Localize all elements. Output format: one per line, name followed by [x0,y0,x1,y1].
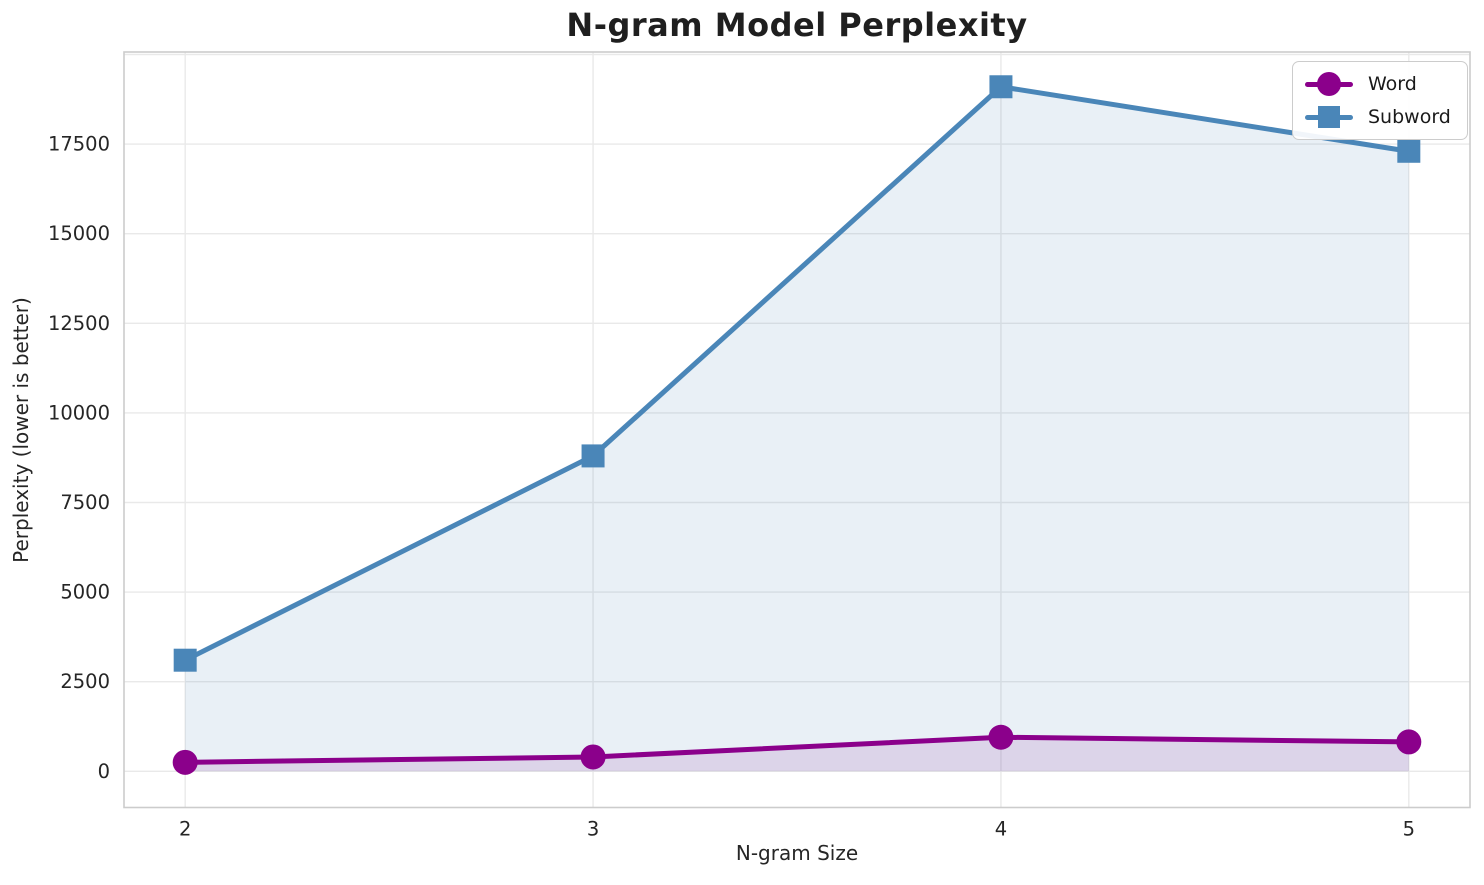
word-data-point [988,724,1014,750]
x-tick-label: 2 [179,818,191,841]
subword-area-fill [185,86,1409,772]
y-tick-label: 2500 [60,670,110,693]
word-data-point [1396,729,1422,755]
y-tick-label: 5000 [60,581,110,604]
word-line-marker-icon [1305,70,1353,98]
subword-data-point [1397,139,1421,163]
subword-data-point [581,444,605,468]
y-tick-label: 0 [98,760,110,783]
x-tick-label: 3 [587,818,599,841]
legend-item-subword: Subword [1305,102,1451,132]
legend-label-subword: Subword [1368,106,1451,128]
subword-line-marker-icon [1305,103,1353,131]
word-line [182,734,1412,765]
subword-line [182,84,1412,663]
y-tick-label: 7500 [60,491,110,514]
x-axis-label: N-gram Size [735,841,859,865]
word-area-fill [185,737,1409,772]
y-tick-label: 12500 [48,312,110,335]
x-tick-label: 5 [1403,818,1415,841]
legend-item-word: Word [1305,69,1451,99]
word-data-point [580,744,606,770]
y-tick-label: 10000 [48,401,110,424]
subword-data-point [989,75,1013,99]
subword-data-point [173,648,197,672]
x-tick-label: 4 [995,818,1007,841]
plot-border [123,51,1471,809]
legend: Word Subword [1292,61,1468,140]
word-data-point [172,749,198,775]
y-tick-label: 15000 [48,222,110,245]
chart-title: N-gram Model Perplexity [566,6,1028,44]
legend-label-word: Word [1368,73,1417,95]
y-tick-label: 17500 [48,133,110,156]
